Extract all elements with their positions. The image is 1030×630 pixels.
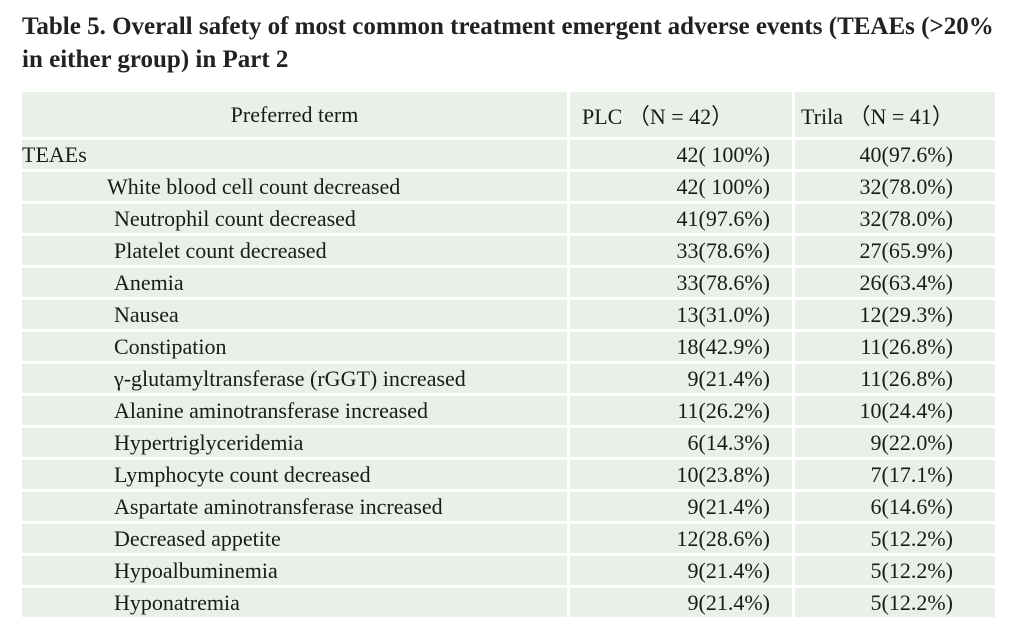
plc-cell: 42( 100%) <box>567 140 792 172</box>
trila-cell: 7(17.1%) <box>792 460 995 492</box>
table-row: Alanine aminotransferase increased 11(26… <box>22 396 995 428</box>
plc-cell: 33(78.6%) <box>567 236 792 268</box>
trila-cell: 5(12.2%) <box>792 556 995 588</box>
table-title: Table 5. Overall safety of most common t… <box>22 13 994 73</box>
term-cell: Constipation <box>22 332 567 364</box>
header-preferred-term: Preferred term <box>22 92 567 140</box>
table-row: White blood cell count decreased 42( 100… <box>22 172 995 204</box>
term-cell: TEAEs <box>22 140 567 172</box>
trila-cell: 11(26.8%) <box>792 332 995 364</box>
term-cell: Neutrophil count decreased <box>22 204 567 236</box>
plc-cell: 9(21.4%) <box>567 556 792 588</box>
term-cell: Hypertriglyceridemia <box>22 428 567 460</box>
trila-cell: 5(12.2%) <box>792 524 995 556</box>
term-cell: Aspartate aminotransferase increased <box>22 492 567 524</box>
term-cell: Alanine aminotransferase increased <box>22 396 567 428</box>
trila-cell: 32(78.0%) <box>792 204 995 236</box>
adverse-events-table: Preferred term PLC （N = 42） Trila （N = 4… <box>22 92 995 620</box>
plc-cell: 10(23.8%) <box>567 460 792 492</box>
plc-cell: 41(97.6%) <box>567 204 792 236</box>
table-row: Platelet count decreased 33(78.6%) 27(65… <box>22 236 995 268</box>
trila-cell: 10(24.4%) <box>792 396 995 428</box>
header-trila: Trila （N = 41） <box>792 92 995 140</box>
plc-cell: 13(31.0%) <box>567 300 792 332</box>
table-header-row: Preferred term PLC （N = 42） Trila （N = 4… <box>22 92 995 140</box>
term-cell: Hypoalbuminemia <box>22 556 567 588</box>
plc-cell: 11(26.2%) <box>567 396 792 428</box>
table-row: Aspartate aminotransferase increased 9(2… <box>22 492 995 524</box>
plc-cell: 9(21.4%) <box>567 588 792 620</box>
term-cell: Lymphocyte count decreased <box>22 460 567 492</box>
trila-cell: 27(65.9%) <box>792 236 995 268</box>
table-row: Hyponatremia 9(21.4%) 5(12.2%) <box>22 588 995 620</box>
plc-cell: 42( 100%) <box>567 172 792 204</box>
plc-cell: 9(21.4%) <box>567 364 792 396</box>
header-plc: PLC （N = 42） <box>567 92 792 140</box>
trila-cell: 12(29.3%) <box>792 300 995 332</box>
trila-cell: 26(63.4%) <box>792 268 995 300</box>
trila-cell: 6(14.6%) <box>792 492 995 524</box>
plc-cell: 9(21.4%) <box>567 492 792 524</box>
plc-cell: 18(42.9%) <box>567 332 792 364</box>
trila-cell: 9(22.0%) <box>792 428 995 460</box>
term-cell: White blood cell count decreased <box>22 172 567 204</box>
trila-cell: 5(12.2%) <box>792 588 995 620</box>
plc-cell: 33(78.6%) <box>567 268 792 300</box>
table-row: Decreased appetite 12(28.6%) 5(12.2%) <box>22 524 995 556</box>
plc-cell: 6(14.3%) <box>567 428 792 460</box>
term-cell: Nausea <box>22 300 567 332</box>
table-row: Hypoalbuminemia 9(21.4%) 5(12.2%) <box>22 556 995 588</box>
term-cell: Hyponatremia <box>22 588 567 620</box>
term-cell: Decreased appetite <box>22 524 567 556</box>
trila-cell: 32(78.0%) <box>792 172 995 204</box>
term-cell: Platelet count decreased <box>22 236 567 268</box>
term-cell: γ-glutamyltransferase (rGGT) increased <box>22 364 567 396</box>
table-row: Anemia 33(78.6%) 26(63.4%) <box>22 268 995 300</box>
table-row: Constipation 18(42.9%) 11(26.8%) <box>22 332 995 364</box>
trila-cell: 40(97.6%) <box>792 140 995 172</box>
table-row: Nausea 13(31.0%) 12(29.3%) <box>22 300 995 332</box>
table-row: γ-glutamyltransferase (rGGT) increased 9… <box>22 364 995 396</box>
trila-cell: 11(26.8%) <box>792 364 995 396</box>
table-row: Hypertriglyceridemia 6(14.3%) 9(22.0%) <box>22 428 995 460</box>
table-row: TEAEs 42( 100%) 40(97.6%) <box>22 140 995 172</box>
term-cell: Anemia <box>22 268 567 300</box>
plc-cell: 12(28.6%) <box>567 524 792 556</box>
table-row: Neutrophil count decreased 41(97.6%) 32(… <box>22 204 995 236</box>
table-row: Lymphocyte count decreased 10(23.8%) 7(1… <box>22 460 995 492</box>
